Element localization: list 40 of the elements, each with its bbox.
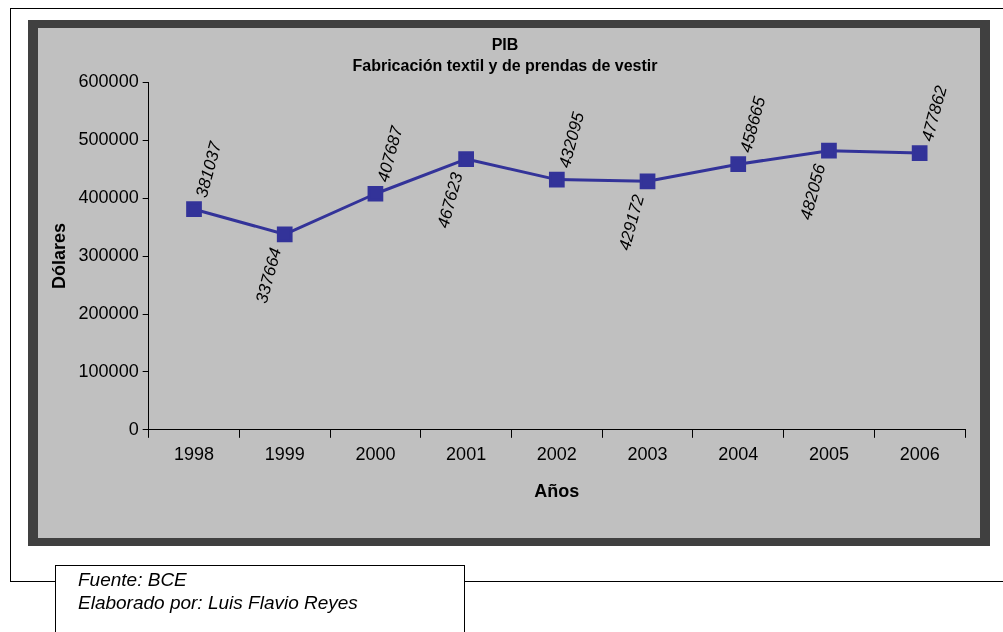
- point: [730, 156, 747, 173]
- y-tick-label: 0: [128, 418, 139, 439]
- y-axis-title: Dólares: [48, 223, 69, 290]
- y-tick-label: 400000: [78, 187, 139, 208]
- x-tick-label: 2005: [808, 443, 849, 464]
- data-label: 477862: [917, 83, 951, 144]
- source-note: Fuente: BCE: [78, 568, 188, 591]
- x-tick-label: 1998: [173, 443, 215, 464]
- y-tick-label: 300000: [78, 245, 139, 266]
- data-label: 429172: [614, 192, 649, 253]
- point: [458, 151, 474, 167]
- point: [276, 226, 293, 243]
- y-tick-label: 500000: [78, 129, 139, 150]
- point: [367, 185, 384, 202]
- point: [821, 142, 837, 159]
- x-axis-title: Años: [534, 481, 580, 502]
- data-label: 467623: [433, 169, 467, 231]
- x-tick-label: 2001: [446, 443, 487, 464]
- x-tick-label: 2006: [899, 443, 940, 464]
- point: [911, 145, 928, 161]
- point: [186, 201, 202, 218]
- data-label: 407687: [373, 123, 407, 185]
- chart-title: PIB: [491, 36, 519, 54]
- data-label: 432095: [554, 109, 589, 170]
- data-label: 458665: [736, 94, 770, 155]
- x-tick-label: 2000: [355, 443, 396, 464]
- y-tick-label: 600000: [78, 71, 139, 92]
- point: [548, 171, 565, 188]
- x-tick-label: 2004: [718, 443, 759, 464]
- data-label: 337664: [252, 245, 286, 306]
- chart-subtitle: Fabricación textil y de prendas de vestir: [352, 57, 658, 75]
- point: [639, 173, 656, 190]
- y-tick-label: 200000: [78, 302, 139, 323]
- x-tick-label: 1999: [264, 443, 305, 464]
- x-tick-label: 2003: [627, 443, 668, 464]
- y-tick-label: 100000: [78, 360, 139, 381]
- x-tick-label: 2002: [536, 443, 577, 464]
- data-label: 482056: [796, 161, 830, 222]
- data-label: 381037: [192, 139, 226, 200]
- text: Elaborado por: Luis Flavio Reyes: [78, 591, 359, 614]
